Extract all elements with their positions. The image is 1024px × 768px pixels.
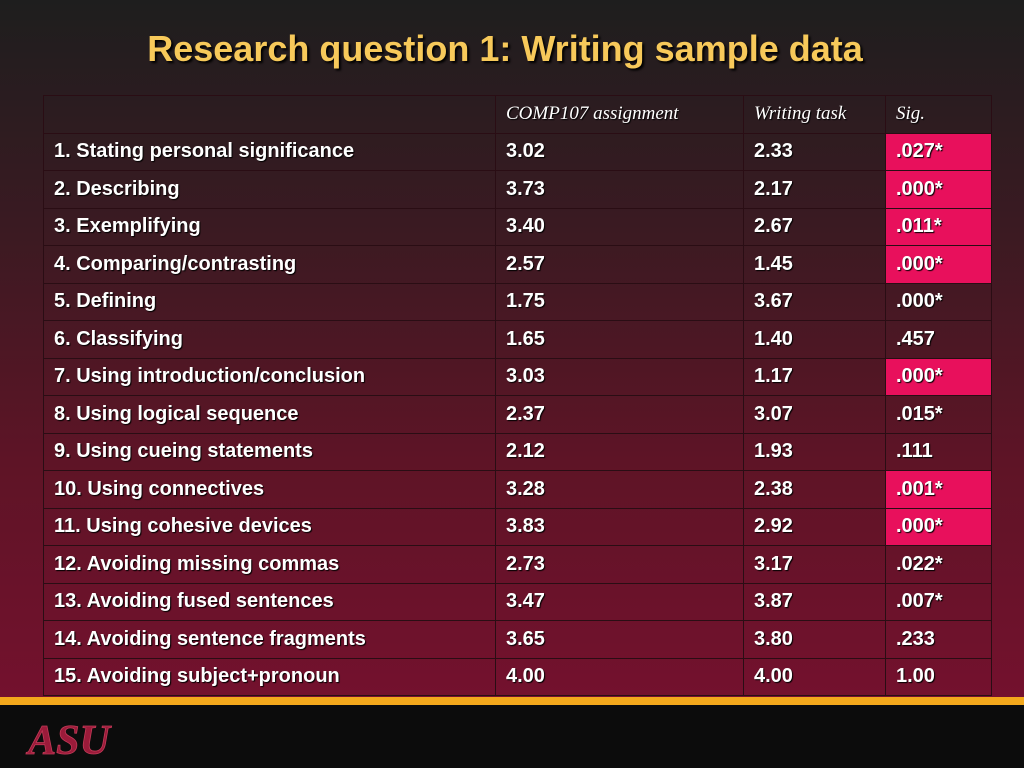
- comp107-value: 3.03: [495, 357, 744, 396]
- table-row: 9. Using cueing statements 2.12 1.93.111: [43, 432, 992, 471]
- comp107-value: 1.65: [495, 320, 744, 359]
- comp107-value: 3.02: [495, 132, 744, 171]
- table-row: 8. Using logical sequence 2.37 3.07.015*: [43, 395, 992, 434]
- asu-logo-text: ASU: [25, 718, 112, 760]
- table-row: 14. Avoiding sentence fragments 3.65 3.80.…: [43, 620, 992, 659]
- comp107-value: 3.40: [495, 207, 744, 246]
- sig-value: .233: [885, 620, 992, 659]
- row-label: 6. Classifying: [43, 320, 496, 359]
- comp107-value: 2.73: [495, 545, 744, 584]
- comp107-value: 2.37: [495, 395, 744, 434]
- sig-value: .000*: [885, 282, 992, 321]
- header-sig: Sig.: [885, 95, 992, 134]
- sig-value: .111: [885, 432, 992, 471]
- row-label: 12. Avoiding missing commas: [43, 545, 496, 584]
- sig-value: .027*: [885, 132, 992, 171]
- row-label: 10. Using connectives: [43, 470, 496, 509]
- writing-task-value: 3.07: [743, 395, 886, 434]
- table-row: 3. Exemplifying 3.40 2.67.011*: [43, 207, 992, 246]
- table-row: 7. Using introduction/conclusion 3.03 1.17…: [43, 357, 992, 396]
- writing-task-value: 1.93: [743, 432, 886, 471]
- footer-gold-stripe: [0, 697, 1024, 705]
- writing-task-value: 2.33: [743, 132, 886, 171]
- comp107-value: 3.83: [495, 507, 744, 546]
- table-row: 6. Classifying 1.65 1.40.457: [43, 320, 992, 359]
- table-row: 13. Avoiding fused sentences 3.47 3.87.007…: [43, 582, 992, 621]
- sig-value: .000*: [885, 507, 992, 546]
- sig-value: .015*: [885, 395, 992, 434]
- header-comp107: COMP107 assignment: [495, 95, 744, 134]
- writing-task-value: 3.80: [743, 620, 886, 659]
- table-row: 12. Avoiding missing commas 2.73 3.17.022*: [43, 545, 992, 584]
- writing-task-value: 3.87: [743, 582, 886, 621]
- row-label: 15. Avoiding subject+pronoun: [43, 657, 496, 696]
- row-label: 9. Using cueing statements: [43, 432, 496, 471]
- sig-value: .022*: [885, 545, 992, 584]
- writing-sample-table: COMP107 assignment Writing task Sig. 1. …: [43, 95, 992, 696]
- row-label: 1. Stating personal significance: [43, 132, 496, 171]
- header-writing-task: Writing task: [743, 95, 886, 134]
- sig-value: .000*: [885, 357, 992, 396]
- comp107-value: 1.75: [495, 282, 744, 321]
- comp107-value: 2.12: [495, 432, 744, 471]
- sig-value: .001*: [885, 470, 992, 509]
- row-label: 14. Avoiding sentence fragments: [43, 620, 496, 659]
- asu-logo: ASU: [25, 718, 113, 760]
- table-row: 10. Using connectives 3.28 2.38.001*: [43, 470, 992, 509]
- comp107-value: 2.57: [495, 245, 744, 284]
- row-label: 4. Comparing/contrasting: [43, 245, 496, 284]
- row-label: 2. Describing: [43, 170, 496, 209]
- writing-task-value: 4.00: [743, 657, 886, 696]
- table-header-row: COMP107 assignment Writing task Sig.: [43, 95, 992, 134]
- comp107-value: 3.73: [495, 170, 744, 209]
- writing-task-value: 2.17: [743, 170, 886, 209]
- table-row: 5. Defining 1.75 3.67.000*: [43, 282, 992, 321]
- writing-task-value: 2.38: [743, 470, 886, 509]
- row-label: 8. Using logical sequence: [43, 395, 496, 434]
- header-blank: [43, 95, 496, 134]
- row-label: 3. Exemplifying: [43, 207, 496, 246]
- writing-task-value: 1.45: [743, 245, 886, 284]
- sig-value: .457: [885, 320, 992, 359]
- row-label: 11. Using cohesive devices: [43, 507, 496, 546]
- sig-value: 1.00: [885, 657, 992, 696]
- writing-task-value: 3.67: [743, 282, 886, 321]
- comp107-value: 3.65: [495, 620, 744, 659]
- writing-task-value: 3.17: [743, 545, 886, 584]
- table-row: 2. Describing 3.73 2.17.000*: [43, 170, 992, 209]
- footer-bar: [0, 705, 1024, 768]
- comp107-value: 3.47: [495, 582, 744, 621]
- slide-title: Research question 1: Writing sample data: [147, 28, 863, 69]
- table-row: 1. Stating personal significance 3.02 2.33…: [43, 132, 992, 171]
- comp107-value: 3.28: [495, 470, 744, 509]
- writing-task-value: 1.40: [743, 320, 886, 359]
- sig-value: .000*: [885, 170, 992, 209]
- writing-task-value: 2.67: [743, 207, 886, 246]
- writing-task-value: 1.17: [743, 357, 886, 396]
- sig-value: .011*: [885, 207, 992, 246]
- sig-value: .000*: [885, 245, 992, 284]
- comp107-value: 4.00: [495, 657, 744, 696]
- sig-value: .007*: [885, 582, 992, 621]
- row-label: 7. Using introduction/conclusion: [43, 357, 496, 396]
- table-row: 15. Avoiding subject+pronoun 4.00 4.00 1.00: [43, 657, 992, 696]
- table-row: 11. Using cohesive devices 3.83 2.92.000*: [43, 507, 992, 546]
- writing-task-value: 2.92: [743, 507, 886, 546]
- row-label: 5. Defining: [43, 282, 496, 321]
- table-row: 4. Comparing/contrasting 2.57 1.45.000*: [43, 245, 992, 284]
- row-label: 13. Avoiding fused sentences: [43, 582, 496, 621]
